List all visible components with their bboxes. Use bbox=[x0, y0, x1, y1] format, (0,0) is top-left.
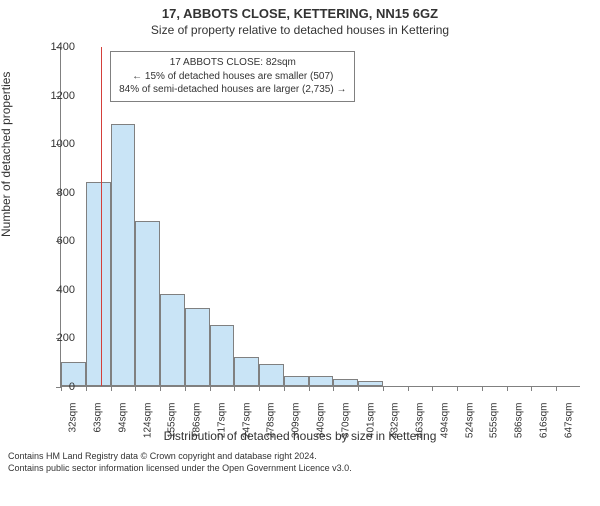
x-tick bbox=[234, 386, 235, 391]
y-tick-label: 0 bbox=[69, 381, 75, 393]
histogram-bar bbox=[210, 325, 235, 386]
x-tick bbox=[408, 386, 409, 391]
footer-line-2: Contains public sector information licen… bbox=[8, 463, 592, 475]
histogram-bar bbox=[309, 376, 334, 386]
footer-line-1: Contains HM Land Registry data © Crown c… bbox=[8, 451, 592, 463]
x-tick bbox=[507, 386, 508, 391]
y-tick-label: 600 bbox=[57, 235, 75, 247]
x-tick bbox=[432, 386, 433, 391]
legend-box: 17 ABBOTS CLOSE: 82sqm← 15% of detached … bbox=[110, 51, 355, 102]
histogram-bar bbox=[160, 294, 185, 386]
legend-line3: 84% of semi-detached houses are larger (… bbox=[119, 83, 346, 97]
y-tick-label: 1000 bbox=[51, 138, 75, 150]
x-tick bbox=[457, 386, 458, 391]
x-tick bbox=[135, 386, 136, 391]
y-tick-label: 200 bbox=[57, 332, 75, 344]
x-tick bbox=[160, 386, 161, 391]
histogram-bar bbox=[333, 379, 358, 386]
x-tick bbox=[111, 386, 112, 391]
x-tick bbox=[86, 386, 87, 391]
x-axis-label: Distribution of detached houses by size … bbox=[0, 429, 600, 443]
x-tick bbox=[309, 386, 310, 391]
histogram-bar bbox=[284, 376, 309, 386]
histogram-bar bbox=[135, 221, 160, 386]
x-tick bbox=[259, 386, 260, 391]
x-tick bbox=[210, 386, 211, 391]
histogram-bar bbox=[86, 182, 111, 386]
legend-line1: 17 ABBOTS CLOSE: 82sqm bbox=[119, 56, 346, 70]
histogram-bar bbox=[185, 308, 210, 386]
x-tick bbox=[358, 386, 359, 391]
x-tick bbox=[61, 386, 62, 391]
marker-line bbox=[101, 47, 102, 386]
histogram-bar bbox=[358, 381, 383, 386]
x-tick bbox=[284, 386, 285, 391]
x-tick bbox=[482, 386, 483, 391]
footer: Contains HM Land Registry data © Crown c… bbox=[0, 447, 600, 474]
title-main: 17, ABBOTS CLOSE, KETTERING, NN15 6GZ bbox=[0, 6, 600, 21]
x-tick bbox=[333, 386, 334, 391]
x-tick bbox=[383, 386, 384, 391]
histogram-bar bbox=[234, 357, 259, 386]
histogram-bar bbox=[111, 124, 136, 386]
y-tick-label: 400 bbox=[57, 284, 75, 296]
y-tick-label: 1400 bbox=[51, 41, 75, 53]
x-tick bbox=[531, 386, 532, 391]
x-tick bbox=[185, 386, 186, 391]
histogram-bar bbox=[259, 364, 284, 386]
x-tick bbox=[556, 386, 557, 391]
y-tick-label: 1200 bbox=[51, 90, 75, 102]
title-sub: Size of property relative to detached ho… bbox=[0, 23, 600, 37]
legend-line2: ← 15% of detached houses are smaller (50… bbox=[119, 70, 346, 84]
y-tick-label: 800 bbox=[57, 187, 75, 199]
chart-outer: Number of detached properties 32sqm63sqm… bbox=[0, 37, 600, 447]
y-axis-label: Number of detached properties bbox=[0, 72, 13, 237]
